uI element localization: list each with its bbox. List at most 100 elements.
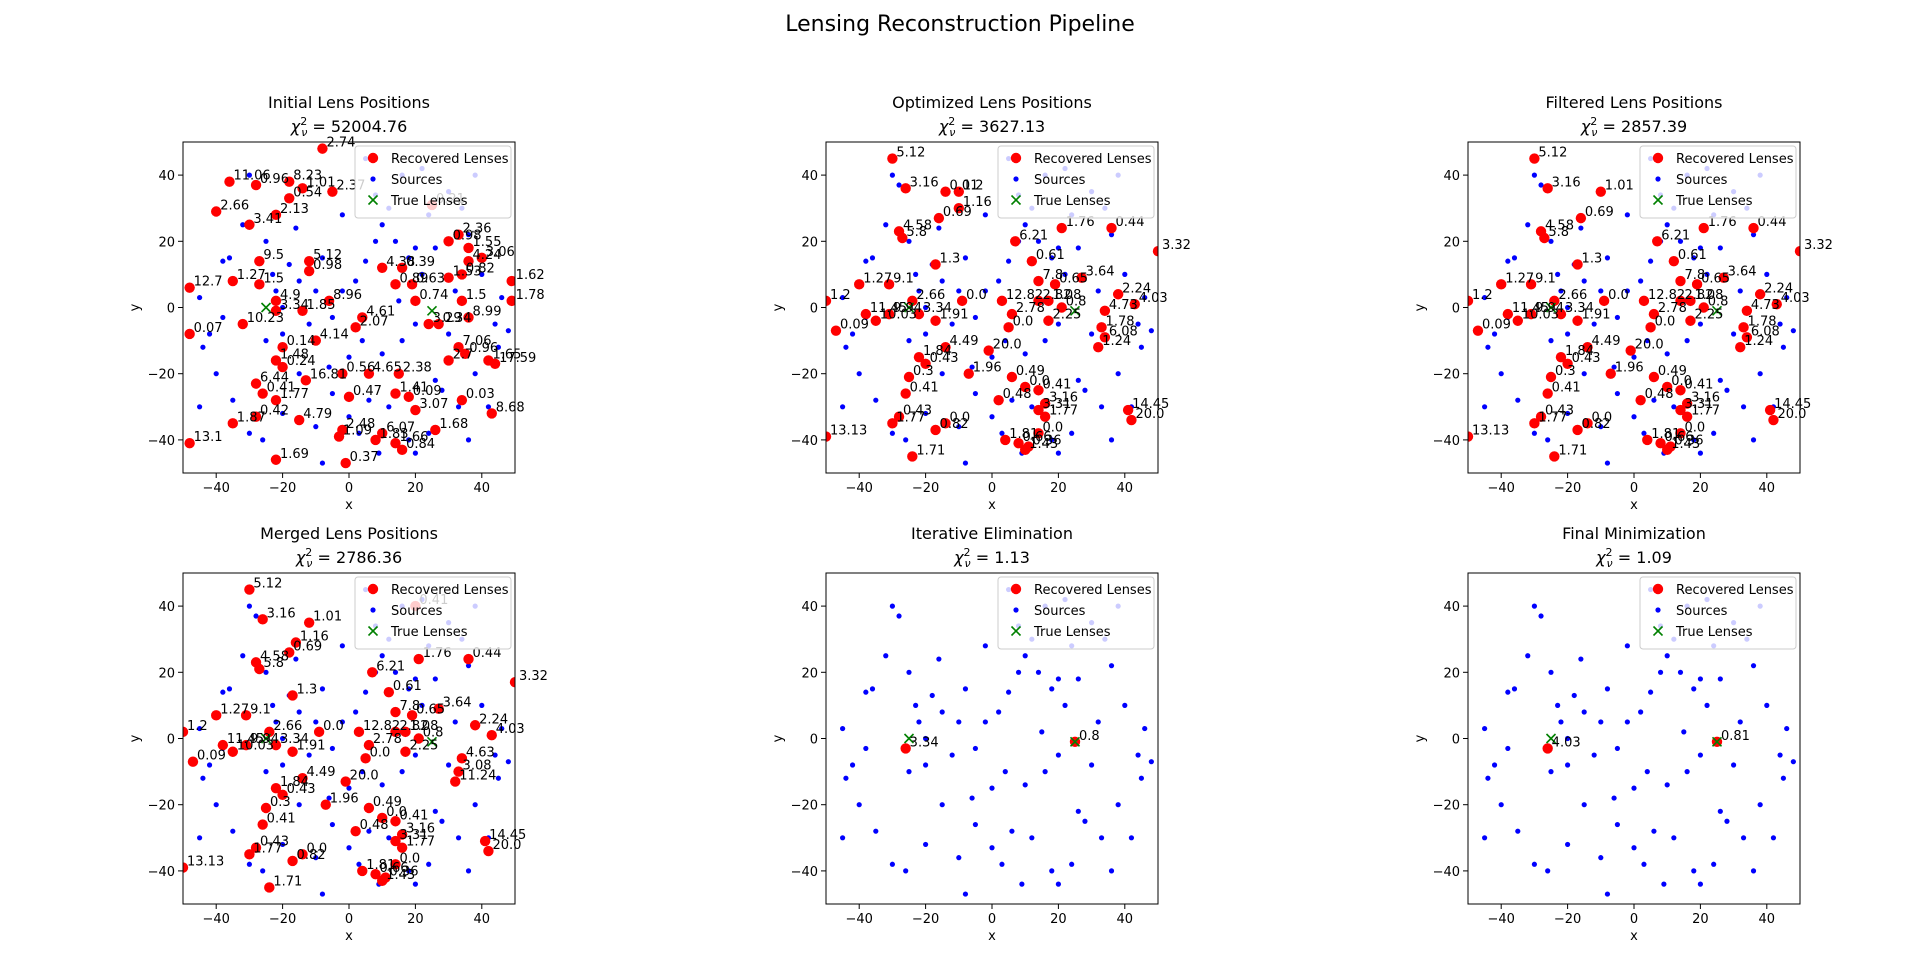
legend-box xyxy=(354,145,512,219)
source-point xyxy=(446,331,452,337)
lens-label: 3.34 xyxy=(910,735,939,750)
lens-point xyxy=(350,825,361,837)
legend-entry-label: Recovered Lenses xyxy=(1676,583,1794,598)
lens-point xyxy=(1681,398,1693,409)
source-point xyxy=(906,238,912,244)
source-point xyxy=(923,762,929,768)
source-point xyxy=(949,752,955,758)
lens-point xyxy=(1675,275,1686,287)
lens-label: 3.64 xyxy=(1086,265,1115,280)
y-axis-label: y xyxy=(128,734,143,742)
source-point xyxy=(296,802,302,808)
source-point xyxy=(1724,818,1730,824)
lens-label: 3.16 xyxy=(1691,390,1720,405)
lens-label: 2.66 xyxy=(220,199,249,214)
source-point xyxy=(1148,328,1154,334)
lens-point xyxy=(363,739,375,751)
lens-point xyxy=(443,355,454,366)
lens-point xyxy=(453,342,464,353)
lens-label: 1.96 xyxy=(1615,361,1644,376)
lens-label: 4.03 xyxy=(1139,291,1168,306)
lens-point xyxy=(290,637,302,648)
lens-point xyxy=(854,279,865,290)
lens-point xyxy=(900,743,911,754)
lens-point xyxy=(1741,305,1753,317)
lens-point xyxy=(486,729,497,741)
lens-label: 11.45 xyxy=(227,732,264,747)
lens-label: 3.16 xyxy=(1049,390,1078,405)
lens-point xyxy=(367,667,378,678)
x-tick-label: 0 xyxy=(988,912,996,927)
source-point xyxy=(840,835,846,841)
lens-point xyxy=(353,726,365,738)
source-point xyxy=(923,735,929,742)
lens-point xyxy=(463,653,474,665)
lens-label: 1.62 xyxy=(516,268,545,283)
source-point xyxy=(962,891,969,897)
lens-label: 0.41 xyxy=(1552,381,1581,396)
source-point xyxy=(1764,271,1770,277)
lens-point xyxy=(377,812,388,824)
lens-point xyxy=(887,418,898,429)
lens-point xyxy=(257,819,268,830)
source-point xyxy=(1780,344,1786,350)
lens-label: 0.0 xyxy=(966,288,987,303)
lens-point xyxy=(260,802,272,814)
lens-label: 0.0 xyxy=(370,745,391,760)
source-point xyxy=(1069,861,1075,867)
lens-point xyxy=(1768,414,1779,426)
lens-label: 1.3 xyxy=(940,251,961,266)
lens-point xyxy=(920,358,931,369)
lens-label: 0.49 xyxy=(1658,364,1687,379)
lens-label: 2.24 xyxy=(1764,281,1793,296)
source-point xyxy=(495,344,501,350)
x-tick-label: 0 xyxy=(988,481,996,496)
x-axis-label: x xyxy=(345,498,353,513)
lens-point xyxy=(250,842,262,853)
source-point xyxy=(260,868,266,874)
source-point xyxy=(1565,304,1571,311)
lens-label: 0.66 xyxy=(1023,430,1052,445)
lens-label: 1.55 xyxy=(473,235,502,250)
source-point xyxy=(379,653,385,659)
lens-label: 1.96 xyxy=(973,361,1002,376)
source-point xyxy=(913,271,919,277)
source-point xyxy=(1148,759,1154,765)
lens-point xyxy=(327,186,338,197)
lens-label: 1.2 xyxy=(963,179,984,194)
source-point xyxy=(1505,258,1511,264)
source-point xyxy=(197,725,203,732)
lens-label: 0.0 xyxy=(1608,288,1629,303)
lens-point xyxy=(400,746,411,757)
lens-label: 0.54 xyxy=(293,185,322,200)
lens-label: 4.63 xyxy=(466,745,495,760)
lens-label: 0.89 xyxy=(399,271,428,286)
x-tick-label: −40 xyxy=(202,912,229,927)
true-lens-marker xyxy=(260,302,272,313)
lens-point xyxy=(897,232,908,244)
x-tick-label: 20 xyxy=(1050,481,1067,496)
lens-point xyxy=(1605,368,1616,379)
legend: Recovered Lenses Sources True Lenses xyxy=(1639,145,1797,219)
legend-true-lens-marker xyxy=(367,625,379,637)
source-point xyxy=(843,775,849,781)
source-point xyxy=(1717,676,1723,682)
source-point xyxy=(1614,390,1620,397)
lens-point xyxy=(483,845,494,857)
lens-label: 1.01 xyxy=(313,610,342,625)
source-point xyxy=(1548,669,1554,675)
lens-label: 3.34 xyxy=(923,301,952,316)
lens-point xyxy=(284,193,295,204)
lens-point xyxy=(993,394,1004,406)
lens-point xyxy=(506,275,515,287)
x-tick-label: 0 xyxy=(1630,481,1638,496)
source-point xyxy=(1598,424,1604,430)
source-point xyxy=(263,769,269,775)
lens-point xyxy=(953,186,964,197)
lens-label: 1.27 xyxy=(1505,271,1534,286)
x-axis-label: x xyxy=(345,929,353,944)
lens-label: 1.77 xyxy=(896,410,925,425)
lens-label: 4.38 xyxy=(386,255,415,270)
lens-point xyxy=(1572,424,1583,436)
